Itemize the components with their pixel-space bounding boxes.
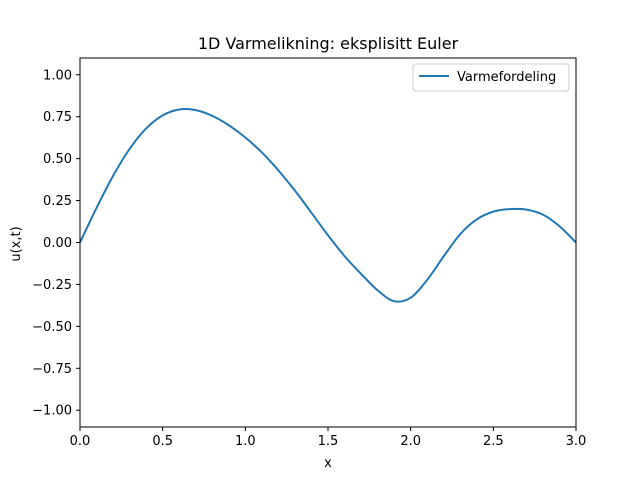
y-tick-label: 1.00 [43, 68, 72, 83]
y-tick-label: 0.75 [43, 110, 72, 125]
x-tick-label: 2.5 [483, 434, 504, 449]
plot-area [79, 108, 577, 303]
y-tick-label: 0.50 [43, 152, 72, 167]
chart-title: 1D Varmelikning: eksplisitt Euler [198, 34, 459, 53]
y-tick-label: 0.00 [43, 236, 72, 251]
y-tick-label: −0.75 [32, 362, 72, 377]
y-tick-label: 0.25 [43, 194, 72, 209]
y-axis-label: u(x,t) [9, 226, 24, 261]
legend-label: Varmefordeling [457, 70, 556, 85]
y-tick-label: −0.50 [32, 320, 72, 335]
x-tick-label: 3.0 [566, 434, 587, 449]
x-tick-label: 2.0 [400, 434, 421, 449]
y-tick-label: −1.00 [32, 404, 72, 419]
x-tick-label: 1.5 [318, 434, 339, 449]
legend: Varmefordeling [412, 63, 570, 92]
y-tick-label: −0.25 [32, 278, 72, 293]
x-axis-label: x [324, 456, 332, 471]
x-tick-label: 0.5 [152, 434, 173, 449]
legend-box [412, 63, 570, 92]
x-tick-label: 0.0 [70, 434, 91, 449]
series-line-0 [79, 108, 577, 303]
x-tick-label: 1.0 [235, 434, 256, 449]
axes: 0.0 0.5 1.0 1.5 2.0 2.5 3.0 −1.00 −0.75 −0.50 −0.2… [32, 57, 587, 449]
